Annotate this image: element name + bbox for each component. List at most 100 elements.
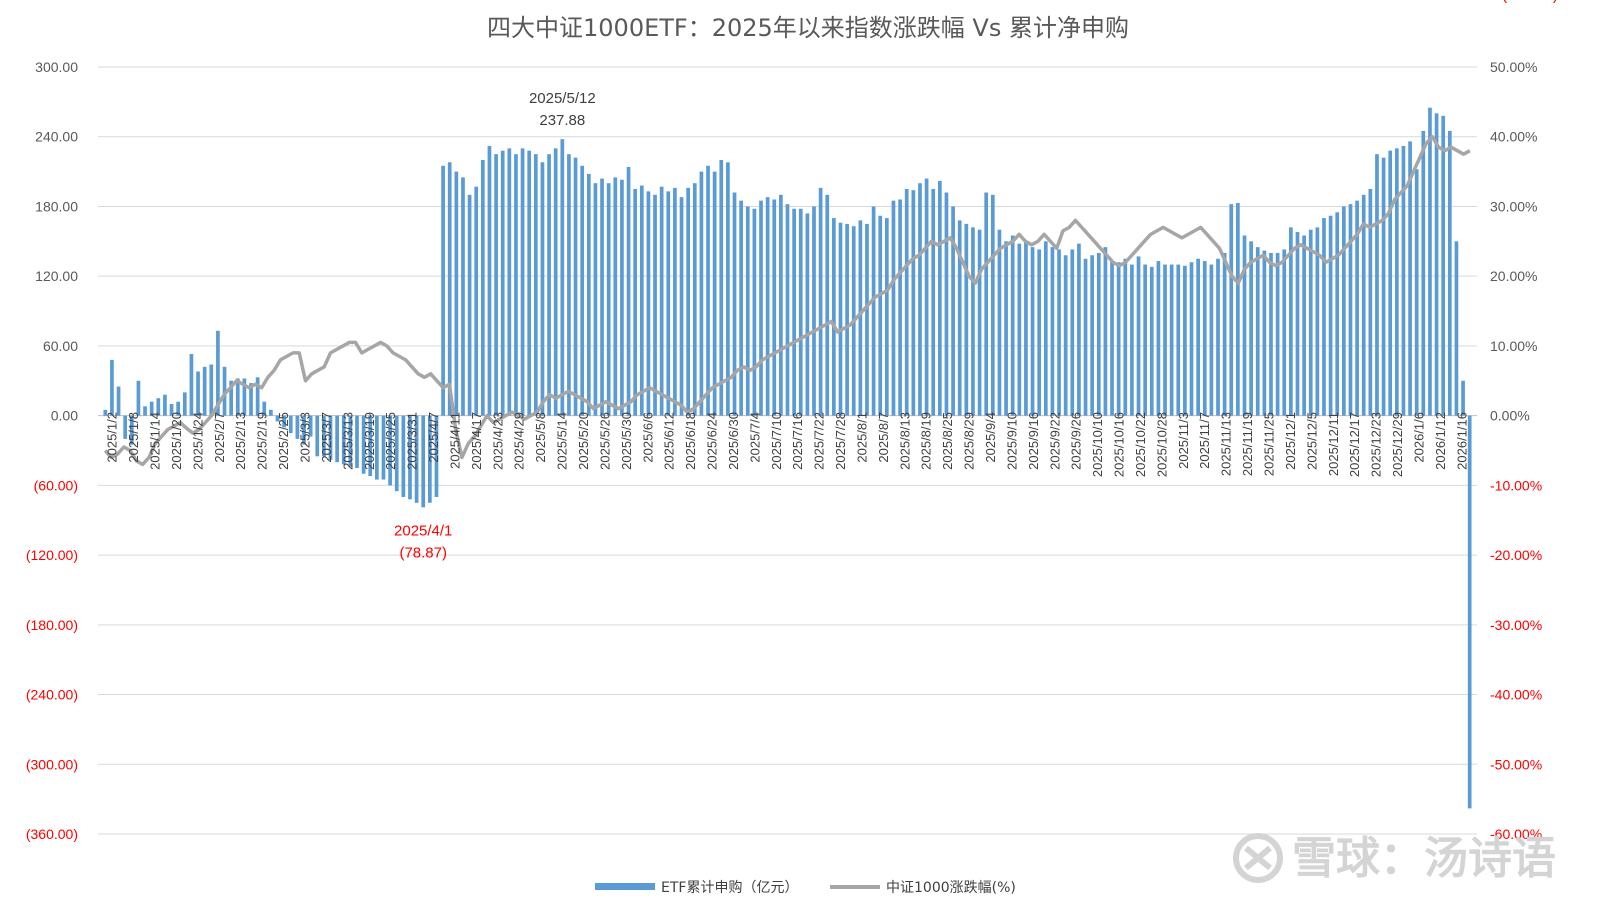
bar <box>255 377 260 416</box>
bar <box>103 409 108 416</box>
bar <box>1183 265 1187 416</box>
bar <box>242 378 247 416</box>
bar <box>1434 113 1439 416</box>
x-tick-label: 2025/3/31 <box>405 412 420 470</box>
bar <box>679 197 684 416</box>
bar <box>1447 130 1452 416</box>
bar <box>388 415 392 486</box>
bar <box>1057 249 1061 416</box>
bar <box>176 401 181 416</box>
bar <box>196 371 200 416</box>
bar <box>1289 227 1293 416</box>
bar <box>408 415 412 500</box>
bar <box>1249 241 1253 416</box>
x-tick-label: 2025/2/7 <box>212 412 227 463</box>
x-tick-label: 2025/2/19 <box>255 412 270 470</box>
bar <box>1408 141 1412 416</box>
bar <box>726 162 730 416</box>
bar <box>891 200 896 416</box>
bar <box>269 409 273 416</box>
x-tick-label: 2025/5/26 <box>597 412 612 470</box>
bar <box>1090 255 1095 416</box>
bar <box>937 180 942 416</box>
bar <box>884 218 889 416</box>
bar <box>189 354 194 416</box>
x-tick-label: 2025/1/20 <box>169 412 184 470</box>
bar <box>1302 235 1306 416</box>
bar <box>1348 204 1353 416</box>
bar <box>540 162 545 416</box>
bar <box>573 157 578 416</box>
bar <box>1070 249 1075 416</box>
x-tick-label: 2025/4/23 <box>490 412 505 470</box>
bar <box>586 173 591 416</box>
right-tick-label: 10.00% <box>1490 338 1537 354</box>
bar <box>845 223 849 416</box>
right-tick-label: 40.00% <box>1490 129 1537 145</box>
bar <box>633 189 638 416</box>
bar <box>1050 247 1055 416</box>
bar <box>825 194 830 416</box>
bar <box>116 386 121 416</box>
bar <box>1467 415 1472 809</box>
bar <box>1043 241 1048 416</box>
x-tick-label: 2026/1/6 <box>1411 412 1426 463</box>
bar <box>1017 243 1022 416</box>
bar <box>666 191 671 416</box>
bar <box>1136 256 1141 416</box>
x-tick-label: 2025/5/30 <box>619 412 634 470</box>
bar <box>1315 227 1320 416</box>
x-tick-label: 2025/10/28 <box>1154 412 1169 477</box>
bar <box>1414 169 1419 416</box>
bar <box>315 415 320 457</box>
x-tick-label: 2025/8/13 <box>897 412 912 470</box>
bar <box>1322 218 1326 416</box>
bar <box>957 220 962 416</box>
annotation-date: 2025/4/1 <box>394 522 452 539</box>
x-tick-label: 2025/3/3 <box>298 412 313 463</box>
bar <box>129 415 134 445</box>
bar <box>328 415 333 460</box>
annotation-value: (337.95) <box>1502 0 1558 4</box>
x-tick-label: 2025/11/25 <box>1261 412 1276 476</box>
x-tick-label: 2025/11/7 <box>1197 412 1212 469</box>
bar <box>1282 249 1287 416</box>
x-tick-label: 2025/7/4 <box>747 412 762 463</box>
bar <box>639 185 644 416</box>
bar <box>692 183 697 416</box>
bar <box>931 189 936 416</box>
bar <box>1123 258 1128 416</box>
bar <box>904 189 909 416</box>
right-tick-label: 20.00% <box>1490 268 1537 284</box>
bar <box>381 415 386 480</box>
bar <box>1010 235 1015 416</box>
bar <box>1441 115 1446 416</box>
x-tick-label: 2025/12/17 <box>1347 412 1362 477</box>
bar <box>1355 200 1359 416</box>
bar <box>421 415 426 508</box>
bar <box>123 415 128 439</box>
right-tick-label: 50.00% <box>1490 59 1537 75</box>
x-tick-label: 2025/10/22 <box>1133 412 1148 477</box>
bar <box>216 330 220 416</box>
index-change-line <box>103 134 1471 467</box>
bar <box>798 208 803 416</box>
bar <box>1381 157 1386 416</box>
x-tick-label: 2025/7/10 <box>769 412 784 470</box>
right-tick-label: -40.00% <box>1490 687 1542 703</box>
annotation-date: 2026/1/14 <box>1489 0 1556 4</box>
bar <box>1368 189 1373 416</box>
bar <box>533 154 538 416</box>
bar <box>143 406 147 416</box>
annotation-date: 2026/1/21 <box>1497 0 1564 4</box>
left-tick-label: (300.00) <box>26 756 78 772</box>
bar <box>626 166 631 416</box>
annotation-date: 2025/5/12 <box>529 90 596 107</box>
bar <box>427 415 432 503</box>
bar <box>1189 262 1194 416</box>
bar <box>739 200 743 416</box>
x-tick-label: 2025/2/13 <box>233 412 248 470</box>
bar <box>1454 241 1459 416</box>
bar <box>1341 206 1346 416</box>
x-tick-label: 2025/8/1 <box>854 412 869 463</box>
